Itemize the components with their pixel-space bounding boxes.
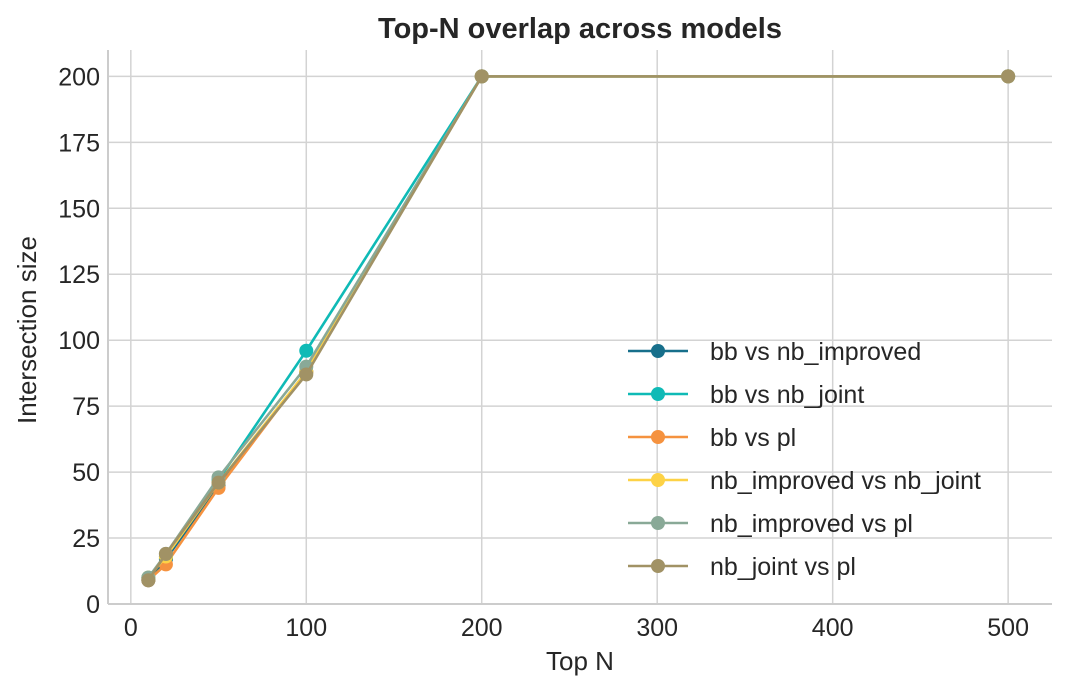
- series-line: [147, 75, 1009, 582]
- legend-item: bb vs pl: [628, 424, 796, 452]
- y-tick-label: 175: [58, 129, 100, 157]
- axes: [107, 50, 1052, 605]
- x-tick-label: 300: [636, 614, 678, 642]
- y-tick-label: 150: [58, 195, 100, 223]
- series: [141, 69, 1016, 588]
- chart-title: Top-N overlap across models: [378, 13, 782, 45]
- series-nb-improved-vs-pl: [141, 69, 1016, 585]
- data-point: [1001, 69, 1016, 84]
- legend-item: nb_improved vs pl: [628, 510, 913, 538]
- legend-label: bb vs nb_improved: [710, 338, 921, 366]
- legend-item: bb vs nb_improved: [628, 338, 921, 366]
- legend-label: nb_improved vs pl: [710, 510, 913, 538]
- x-tick-label: 500: [987, 614, 1029, 642]
- y-tick-label: 200: [58, 63, 100, 91]
- x-tick-label: 200: [461, 614, 503, 642]
- legend-label: bb vs nb_joint: [710, 381, 864, 409]
- y-tick-label: 25: [72, 525, 100, 553]
- y-tick-labels: 0 25 50 75 100 125 150 175 200: [58, 63, 100, 619]
- series-line: [147, 75, 1009, 579]
- data-point: [299, 367, 314, 382]
- x-axis-label: Top N: [546, 646, 614, 676]
- data-point: [211, 475, 226, 490]
- series-line: [147, 75, 1009, 579]
- legend-marker: [651, 473, 665, 487]
- y-tick-label: 125: [58, 261, 100, 289]
- y-tick-label: 75: [72, 393, 100, 421]
- y-axis-label: Intersection size: [12, 236, 42, 424]
- data-point: [474, 69, 489, 84]
- grid: [108, 50, 1052, 605]
- data-point: [158, 546, 173, 561]
- y-tick-label: 0: [86, 591, 100, 619]
- legend-marker: [651, 516, 665, 530]
- legend-item: nb_joint vs pl: [628, 553, 856, 581]
- legend-marker: [651, 430, 665, 444]
- legend-label: bb vs pl: [710, 424, 796, 452]
- data-point: [299, 343, 314, 358]
- series-nb-improved-vs-nb-joint: [141, 69, 1016, 585]
- legend-marker: [651, 344, 665, 358]
- legend-label: nb_joint vs pl: [710, 553, 856, 581]
- x-tick-labels: 0 100 200 300 400 500: [124, 614, 1029, 642]
- legend-marker: [651, 387, 665, 401]
- legend-marker: [651, 559, 665, 573]
- x-tick-label: 100: [285, 614, 327, 642]
- data-point: [141, 573, 156, 588]
- y-tick-label: 50: [72, 459, 100, 487]
- legend-label: nb_improved vs nb_joint: [710, 467, 981, 495]
- x-tick-label: 400: [812, 614, 854, 642]
- series-line: [147, 75, 1009, 582]
- y-tick-label: 100: [58, 327, 100, 355]
- series-line: [147, 75, 1009, 581]
- legend-item: bb vs nb_joint: [628, 381, 864, 409]
- series-bb-vs-nb-joint: [141, 69, 1016, 585]
- x-tick-label: 0: [124, 614, 138, 642]
- legend-item: nb_improved vs nb_joint: [628, 467, 981, 495]
- series-line: [147, 75, 1009, 579]
- series-nb-joint-vs-pl: [141, 69, 1016, 588]
